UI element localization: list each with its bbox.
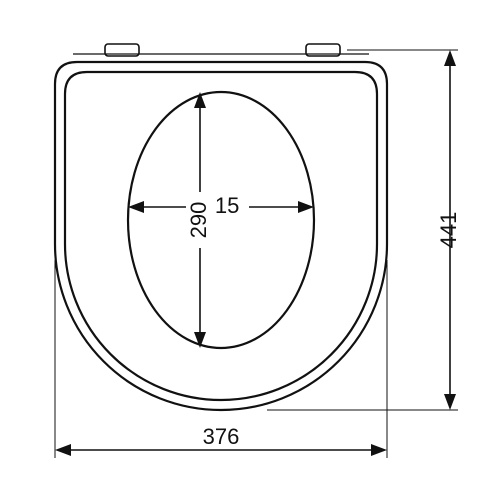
- arrowhead-icon: [55, 444, 71, 456]
- arrowhead-icon: [444, 50, 456, 66]
- dim-overall-height-label: 441: [436, 212, 461, 249]
- dim-overall-width-label: 376: [203, 424, 240, 449]
- dim-opening-height-label: 290: [186, 202, 211, 239]
- seat-inner-outline: [65, 72, 377, 400]
- arrowhead-icon: [128, 201, 144, 213]
- seat-outer-outline: [55, 62, 387, 410]
- arrowhead-icon: [371, 444, 387, 456]
- arrowhead-icon: [444, 394, 456, 410]
- arrowhead-icon: [298, 201, 314, 213]
